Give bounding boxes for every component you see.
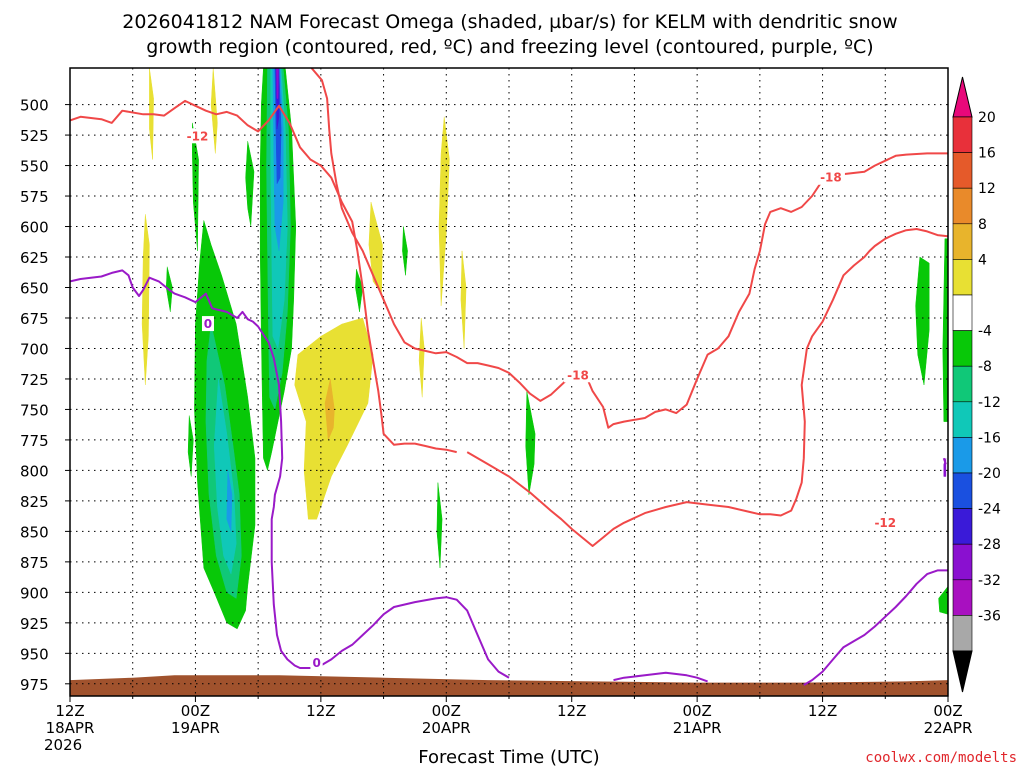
freezing-contour-label: 0	[204, 317, 212, 331]
omega-region-20	[943, 239, 948, 422]
omega-region-19	[916, 257, 930, 385]
freezing-contour-label: 0	[312, 656, 320, 670]
x-tick-label: 12Z	[306, 702, 335, 720]
y-tick-label: 700	[20, 340, 49, 358]
x-tick-label: 00Z	[181, 702, 210, 720]
colorbar-segment	[953, 153, 972, 189]
freezing-contour-2	[614, 673, 708, 682]
colorbar: 20 16 12 8 4 -4 -8 -12 -16 -20 -24 -28 -32 -36	[953, 77, 1001, 692]
chart-title-line-2: growth region (contoured, red, ºC) and f…	[146, 36, 873, 58]
colorbar-label: 16	[978, 146, 996, 162]
colorbar-label: -36	[978, 608, 1001, 624]
colorbar-segment	[953, 366, 972, 402]
y-tick-label: 975	[20, 676, 49, 694]
omega-region-11	[246, 141, 254, 226]
y-tick-label: 575	[20, 188, 49, 206]
omega-region-16	[402, 227, 407, 276]
x-tick-label: 12Z	[557, 702, 586, 720]
colorbar-bottom-arrow	[953, 651, 972, 692]
colorbar-segment	[953, 117, 972, 153]
colorbar-segment	[953, 615, 972, 651]
colorbar-label: -32	[978, 573, 1001, 589]
x-tick-label: 2026	[44, 736, 82, 754]
colorbar-label: -12	[978, 395, 1001, 411]
chart-title-line-1: 2026041812 NAM Forecast Omega (shaded, µ…	[122, 11, 897, 33]
y-tick-label: 625	[20, 249, 49, 267]
y-tick-label: 675	[20, 310, 49, 328]
omega-region-30	[276, 68, 278, 99]
colorbar-segment	[953, 437, 972, 473]
freezing-contour-3	[804, 570, 948, 685]
y-tick-label: 750	[20, 401, 49, 419]
x-tick-label: 00Z	[432, 702, 461, 720]
dgz-contour-1	[467, 229, 948, 546]
x-tick-label: 12Z	[55, 702, 84, 720]
y-tick-label: 925	[20, 615, 49, 633]
y-tick-label: 800	[20, 462, 49, 480]
colorbar-label: -4	[978, 324, 992, 340]
colorbar-label: -20	[978, 466, 1001, 482]
x-tick-label: 21APR	[673, 719, 722, 737]
pressure-axis: 500 525 550 575 600 625 650 675 700 725 750 775 800 8…	[20, 97, 70, 694]
x-tick-label: 22APR	[924, 719, 973, 737]
y-tick-label: 725	[20, 371, 49, 389]
colorbar-segment	[953, 224, 972, 260]
colorbar-label: 4	[978, 252, 987, 268]
omega-region-17	[526, 391, 535, 495]
dgz-contour-label: -18	[820, 171, 842, 185]
y-tick-label: 650	[20, 279, 49, 297]
x-axis-label: Forecast Time (UTC)	[418, 747, 599, 768]
omega-region-7	[461, 251, 466, 349]
colorbar-segment	[953, 473, 972, 509]
dgz-contour-3	[587, 153, 948, 427]
colorbar-label: -24	[978, 502, 1001, 518]
omega-region-2	[142, 214, 149, 385]
credit-text: coolwx.com/modelts	[865, 750, 1017, 766]
y-tick-label: 850	[20, 523, 49, 541]
colorbar-segment	[953, 509, 972, 545]
colorbar-label: 12	[978, 181, 996, 197]
colorbar-segment	[953, 331, 972, 367]
y-tick-label: 550	[20, 158, 49, 176]
omega-region-1	[211, 68, 217, 153]
dgz-contour-label: -12	[187, 129, 209, 143]
x-tick-label: 00Z	[933, 702, 962, 720]
y-tick-label: 950	[20, 645, 49, 663]
omega-region-6	[419, 318, 424, 397]
omega-region-21	[939, 586, 948, 614]
y-tick-label: 825	[20, 493, 49, 511]
colorbar-label: 8	[978, 217, 987, 233]
freezing-contour-1	[321, 597, 509, 678]
omega-region-18	[437, 483, 442, 568]
dgz-contour-label: -18	[567, 368, 589, 382]
colorbar-label: 20	[978, 110, 996, 126]
colorbar-label: -16	[978, 430, 1001, 446]
y-tick-label: 525	[20, 127, 49, 145]
omega-region-13	[188, 416, 193, 477]
colorbar-segment	[953, 580, 972, 616]
colorbar-label: -28	[978, 537, 1001, 553]
y-tick-label: 875	[20, 554, 49, 572]
x-tick-label: 18APR	[46, 719, 95, 737]
y-tick-label: 900	[20, 584, 49, 602]
x-tick-label: 00Z	[682, 702, 711, 720]
y-tick-label: 500	[20, 97, 49, 115]
colorbar-label: -8	[978, 359, 992, 375]
y-tick-label: 600	[20, 219, 49, 237]
x-tick-label: 12Z	[808, 702, 837, 720]
x-tick-label: 19APR	[171, 719, 220, 737]
dgz-contour-label: -12	[874, 516, 896, 530]
colorbar-segment	[953, 402, 972, 438]
colorbar-top-arrow	[953, 77, 972, 117]
omega-region-5	[439, 117, 449, 306]
colorbar-segment	[953, 259, 972, 295]
colorbar-segment	[953, 295, 972, 331]
y-tick-label: 775	[20, 432, 49, 450]
colorbar-segment	[953, 188, 972, 224]
colorbar-segment	[953, 544, 972, 580]
x-tick-label: 20APR	[422, 719, 471, 737]
